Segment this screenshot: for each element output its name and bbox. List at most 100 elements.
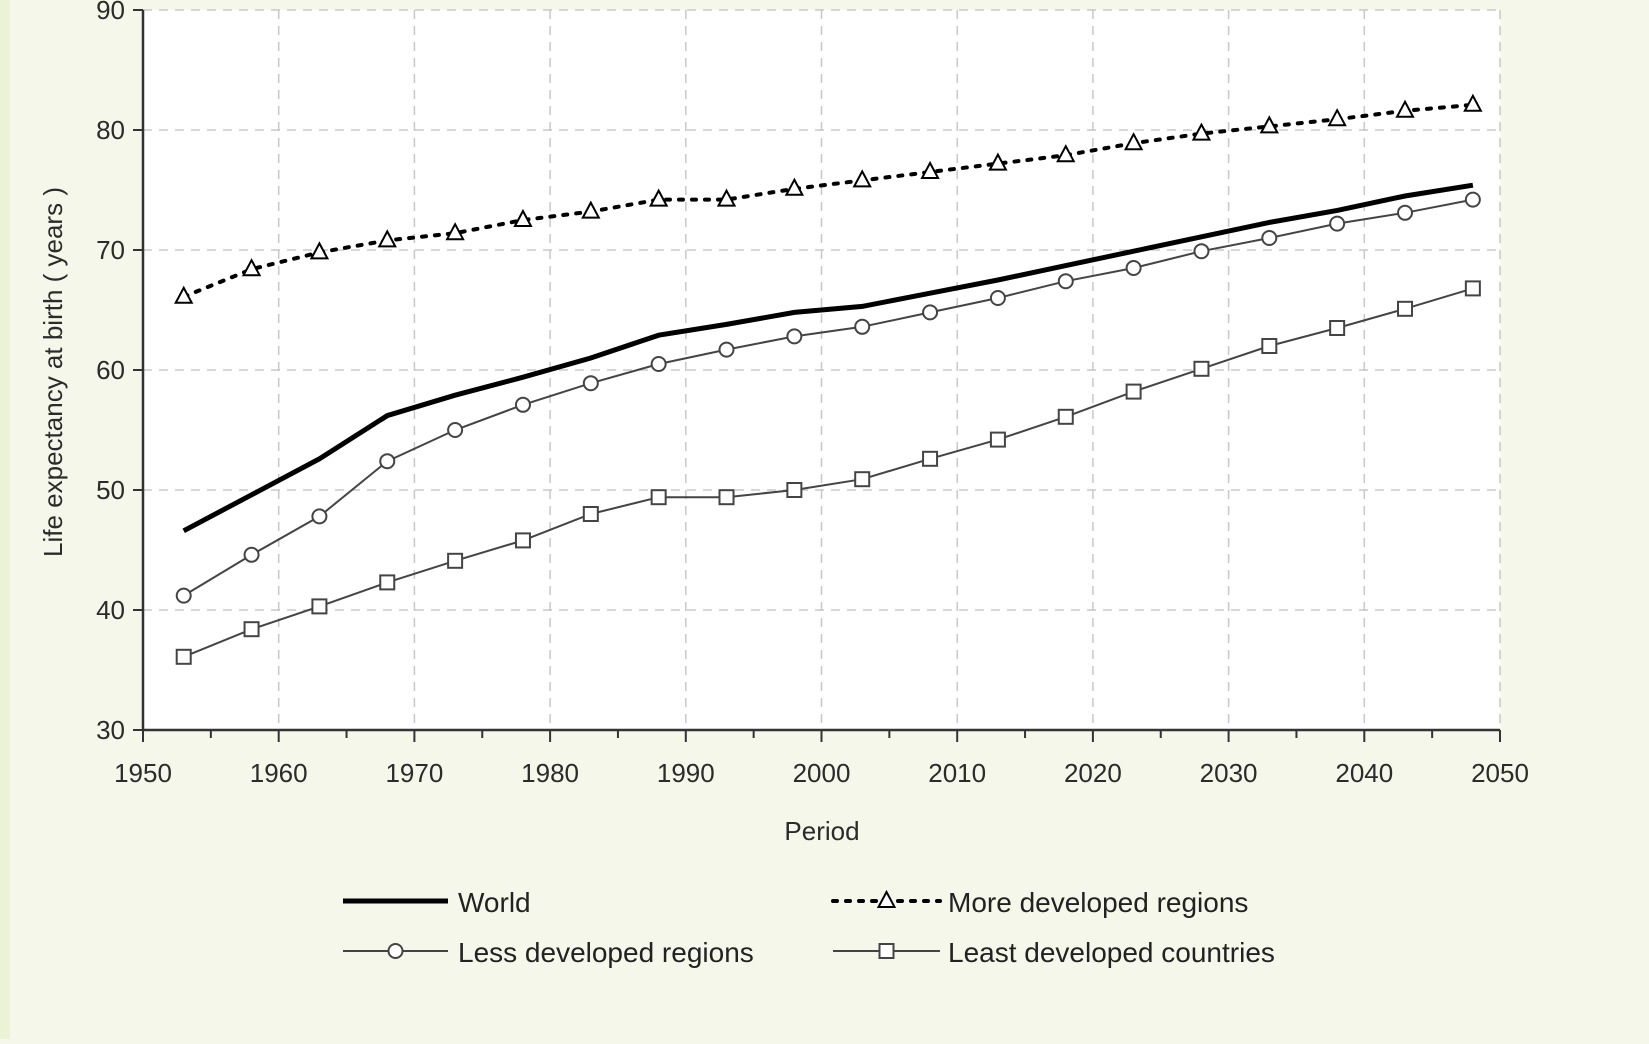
triangle-marker xyxy=(1056,144,1076,163)
grid-lines xyxy=(143,9,1501,730)
series-lines xyxy=(174,93,1483,665)
legend-label: World xyxy=(458,887,531,918)
circle-marker xyxy=(1261,230,1278,246)
axes xyxy=(133,9,1501,742)
legend-label: Least developed countries xyxy=(948,937,1275,968)
square-marker xyxy=(311,598,328,615)
x-tick-label: 2050 xyxy=(1471,758,1529,788)
circle-marker xyxy=(447,422,464,438)
x-tick-label: 1990 xyxy=(657,758,715,788)
y-tick-label: 90 xyxy=(96,0,125,25)
y-tick-label: 80 xyxy=(96,115,125,145)
series-world xyxy=(182,182,1474,534)
circle-marker xyxy=(1464,191,1481,208)
square-marker xyxy=(989,431,1006,448)
y-axis-title: Life expectancy at birth ( years ) xyxy=(38,187,68,557)
x-tick-label: 2000 xyxy=(793,758,851,788)
legend-label: More developed regions xyxy=(948,887,1248,918)
circle-marker xyxy=(514,396,531,413)
x-tick-label: 2010 xyxy=(928,758,986,788)
series-line xyxy=(182,182,1474,534)
circle-marker xyxy=(922,304,939,321)
square-marker xyxy=(1329,320,1346,336)
triangle-marker xyxy=(784,177,805,196)
y-tick-label: 60 xyxy=(96,355,125,385)
triangle-marker xyxy=(852,169,872,188)
circle-marker xyxy=(1329,215,1346,232)
series-line xyxy=(183,287,1474,658)
y-tick-label: 40 xyxy=(96,595,125,625)
square-marker xyxy=(718,489,735,506)
triangle-marker xyxy=(1259,115,1279,134)
series-least-developed-countries xyxy=(175,280,1481,665)
left-edge-strip xyxy=(0,0,10,1039)
square-marker xyxy=(243,621,260,638)
triangle-marker xyxy=(174,285,194,304)
x-tick-label: 1980 xyxy=(521,758,579,788)
tick-labels: 1950 1960 1970 1980 1990 2000 2010 2020 2030 2040… xyxy=(96,0,1529,788)
circle-marker xyxy=(1397,204,1414,221)
triangle-marker xyxy=(581,200,601,219)
triangle-marker xyxy=(513,208,533,227)
square-marker xyxy=(878,943,895,959)
square-marker xyxy=(1397,300,1414,317)
triangle-marker xyxy=(1395,99,1415,118)
triangle-marker xyxy=(988,152,1008,171)
square-marker xyxy=(650,489,667,506)
triangle-marker xyxy=(445,222,465,241)
legend-label: Less developed regions xyxy=(458,937,754,968)
square-marker xyxy=(854,471,871,488)
y-tick-label: 30 xyxy=(96,715,125,745)
triangle-marker xyxy=(1327,108,1347,127)
series-line xyxy=(181,102,1475,299)
square-marker xyxy=(447,552,464,569)
circle-marker xyxy=(387,943,404,959)
legend-item: Least developed countries xyxy=(833,937,1275,968)
square-marker xyxy=(922,450,939,467)
square-marker xyxy=(514,532,531,549)
circle-marker xyxy=(718,341,735,358)
square-marker xyxy=(1057,408,1074,425)
circle-marker xyxy=(1193,243,1210,260)
x-axis-title: Period xyxy=(784,816,859,846)
series-line xyxy=(183,198,1474,597)
square-marker xyxy=(1464,280,1481,297)
triangle-marker xyxy=(1463,93,1483,112)
x-tick-label: 1950 xyxy=(114,758,172,788)
square-marker xyxy=(786,482,803,498)
circle-marker xyxy=(989,290,1006,306)
x-tick-label: 2020 xyxy=(1064,758,1122,788)
triangle-marker xyxy=(377,229,397,248)
y-tick-label: 50 xyxy=(96,475,125,505)
triangle-marker xyxy=(876,889,897,908)
circle-marker xyxy=(854,318,871,335)
circle-marker xyxy=(1125,260,1142,276)
square-marker xyxy=(1125,383,1142,400)
triangle-marker xyxy=(1123,132,1144,151)
triangle-marker xyxy=(716,188,737,207)
circle-marker xyxy=(379,453,396,470)
y-tick-label: 70 xyxy=(96,235,125,265)
circle-marker xyxy=(650,356,667,372)
square-marker xyxy=(1261,338,1278,354)
circle-marker xyxy=(311,508,328,525)
legend-item: World xyxy=(343,887,531,918)
x-tick-label: 2030 xyxy=(1200,758,1258,788)
legend: World More developed regions Less develope… xyxy=(343,887,1275,968)
series-more-developed-regions xyxy=(174,93,1483,304)
circle-marker xyxy=(1057,273,1074,290)
series-less-developed-regions xyxy=(175,191,1481,604)
square-marker xyxy=(1193,360,1210,377)
triangle-marker xyxy=(648,188,669,207)
triangle-marker xyxy=(309,241,330,260)
circle-marker xyxy=(243,546,260,563)
circle-marker xyxy=(175,587,192,604)
legend-item: Less developed regions xyxy=(343,937,754,968)
triangle-marker xyxy=(1191,122,1212,141)
x-tick-label: 2040 xyxy=(1335,758,1393,788)
x-tick-label: 1960 xyxy=(250,758,308,788)
square-marker xyxy=(175,648,192,665)
x-tick-label: 1970 xyxy=(385,758,443,788)
